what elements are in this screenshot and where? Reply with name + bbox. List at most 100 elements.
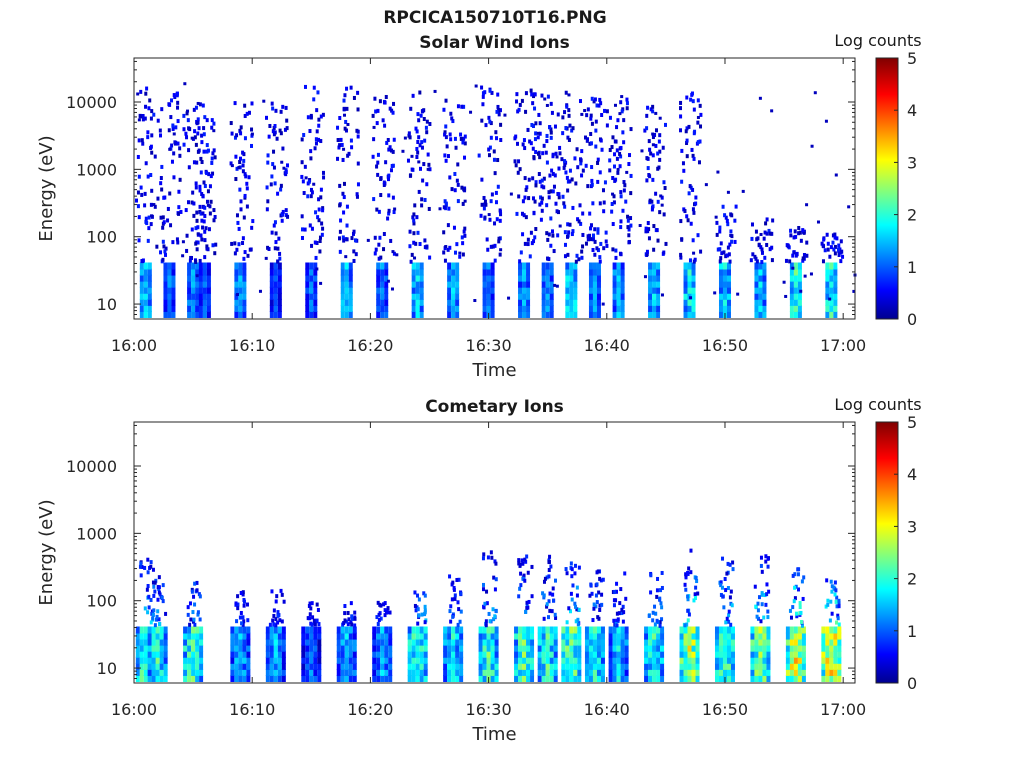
heatmap-cell [246, 662, 251, 670]
heatmap-cell [679, 650, 684, 658]
heatmap-cell [455, 178, 459, 183]
heatmap-cell [555, 209, 559, 214]
heatmap-cell [444, 98, 448, 103]
heatmap-cell [273, 632, 278, 640]
heatmap-cell [478, 638, 483, 646]
heatmap-cell [767, 589, 771, 594]
heatmap-cell [382, 180, 386, 185]
heatmap-cell [278, 128, 282, 133]
heatmap-cell [542, 616, 546, 621]
heatmap-cell [655, 618, 659, 623]
heatmap-cell [537, 668, 542, 676]
heatmap-cell [770, 109, 774, 113]
heatmap-cell [187, 626, 192, 634]
heatmap-cell [171, 274, 176, 282]
heatmap-cell [198, 188, 202, 193]
heatmap-cell [551, 189, 555, 194]
heatmap-cell [610, 201, 614, 206]
heatmap-cell [652, 638, 657, 646]
heatmap-cell [321, 226, 325, 231]
heatmap-cell [522, 674, 527, 682]
heatmap-cell [620, 262, 625, 270]
heatmap-cell [545, 262, 550, 270]
heatmap-cell [750, 638, 755, 646]
heatmap-cell [624, 638, 629, 646]
heatmap-cell [664, 241, 668, 246]
heatmap-cell [691, 650, 696, 658]
heatmap-cell [629, 216, 633, 221]
heatmap-cell [718, 286, 723, 294]
heatmap-cell [309, 115, 313, 120]
heatmap-cell [345, 106, 349, 111]
heatmap-cell [234, 650, 239, 658]
heatmap-cell [518, 632, 523, 640]
heatmap-cell [277, 650, 282, 658]
heatmap-cell [408, 244, 412, 249]
heatmap-cell [730, 603, 734, 608]
heatmap-cell [616, 617, 620, 622]
heatmap-cell [612, 650, 617, 658]
heatmap-cell [596, 638, 601, 646]
heatmap-cell [459, 136, 463, 141]
heatmap-cell [412, 212, 416, 217]
heatmap-cell [242, 674, 247, 682]
heatmap-cell [585, 113, 589, 118]
heatmap-cell [395, 253, 399, 257]
heatmap-cell [722, 274, 727, 282]
heatmap-cell [730, 213, 734, 218]
heatmap-cell [663, 122, 667, 127]
heatmap-cell [421, 178, 425, 183]
heatmap-cell [155, 656, 160, 664]
heatmap-cell [233, 101, 237, 106]
heatmap-cell [352, 249, 356, 254]
heatmap-cell [793, 298, 798, 306]
heatmap-cell [477, 153, 481, 158]
heatmap-cell [149, 173, 153, 178]
heatmap-cell [348, 298, 353, 306]
heatmap-cell [494, 662, 499, 670]
heatmap-cell [799, 238, 803, 243]
heatmap-cell [419, 674, 424, 682]
heatmap-cell [683, 209, 687, 214]
heatmap-cell [313, 280, 318, 288]
heatmap-cell [765, 217, 769, 222]
heatmap-cell [199, 170, 203, 175]
heatmap-cell [826, 602, 830, 607]
heatmap-cell [343, 611, 347, 616]
heatmap-cell [277, 298, 282, 306]
heatmap-cell [344, 644, 349, 652]
heatmap-cell [303, 164, 307, 169]
heatmap-cell [489, 199, 493, 204]
heatmap-cell [614, 598, 618, 603]
heatmap-cell [656, 310, 661, 318]
heatmap-cell [718, 310, 723, 318]
heatmap-cell [762, 310, 767, 318]
heatmap-cell [583, 109, 587, 113]
heatmap-cell [557, 166, 561, 171]
heatmap-cell [825, 668, 830, 676]
heatmap-cell [485, 237, 489, 242]
heatmap-cell [549, 268, 554, 276]
heatmap-cell [191, 644, 196, 652]
heatmap-cell [155, 662, 160, 670]
heatmap-cell [276, 613, 280, 618]
heatmap-cell [602, 200, 606, 205]
heatmap-cell [187, 668, 192, 676]
heatmap-cell [649, 151, 653, 156]
heatmap-cell [265, 674, 270, 682]
heatmap-cell [455, 242, 459, 247]
heatmap-cell [246, 618, 250, 623]
heatmap-cell [495, 109, 499, 114]
heatmap-cell [159, 181, 163, 186]
heatmap-cell [273, 638, 278, 646]
heatmap-cell [151, 626, 156, 634]
heatmap-cell [411, 298, 416, 306]
heatmap-cell [462, 229, 466, 234]
heatmap-cell [760, 260, 764, 265]
heatmap-cell [758, 638, 763, 646]
heatmap-cell [143, 280, 148, 288]
heatmap-cell [380, 638, 385, 646]
heatmap-cell [428, 167, 432, 172]
x-tick-label: 16:30 [466, 336, 512, 355]
heatmap-cell [802, 252, 806, 257]
